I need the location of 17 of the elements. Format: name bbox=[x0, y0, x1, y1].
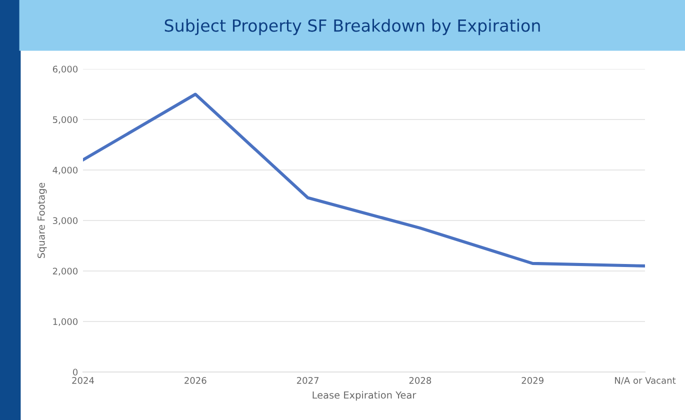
line-series bbox=[83, 92, 645, 268]
x-axis-title: Lease Expiration Year bbox=[312, 391, 416, 401]
y-tick-label: 3,000 bbox=[52, 217, 78, 225]
x-tick-label: 2027 bbox=[296, 377, 319, 384]
x-tick-label: 2024 bbox=[72, 377, 94, 384]
y-tick-label: 6,000 bbox=[52, 66, 78, 74]
x-tick-label: 2028 bbox=[409, 377, 432, 384]
chart-title: Subject Property SF Breakdown by Expiration bbox=[164, 18, 540, 36]
y-tick-label: 0 bbox=[72, 368, 78, 376]
y-tick-label: 1,000 bbox=[53, 318, 78, 326]
x-tick-label: N/A or Vacant bbox=[615, 377, 676, 385]
x-tick-label: 2029 bbox=[522, 377, 544, 384]
y-tick-label: 5,000 bbox=[52, 116, 78, 124]
x-tick-label: 2026 bbox=[184, 377, 206, 384]
y-tick-label: 4,000 bbox=[52, 166, 78, 174]
y-tick-label: 2,000 bbox=[52, 268, 78, 276]
y-axis-title: Square Footage bbox=[38, 182, 47, 258]
